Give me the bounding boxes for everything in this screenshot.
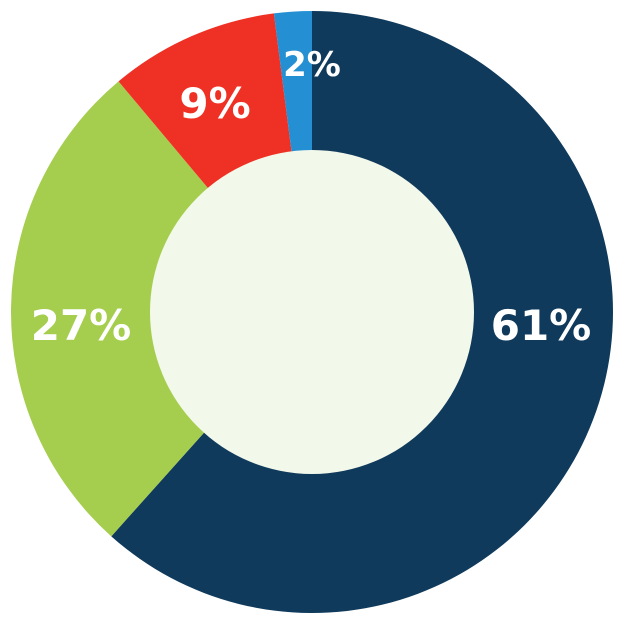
data-label-9: 9% [179, 79, 250, 128]
data-label-27: 27% [31, 301, 132, 350]
data-labels: 61% 27% 9% 2% [31, 45, 592, 350]
data-label-2: 2% [283, 45, 341, 85]
donut-hole [150, 150, 474, 474]
data-label-61: 61% [491, 301, 592, 350]
